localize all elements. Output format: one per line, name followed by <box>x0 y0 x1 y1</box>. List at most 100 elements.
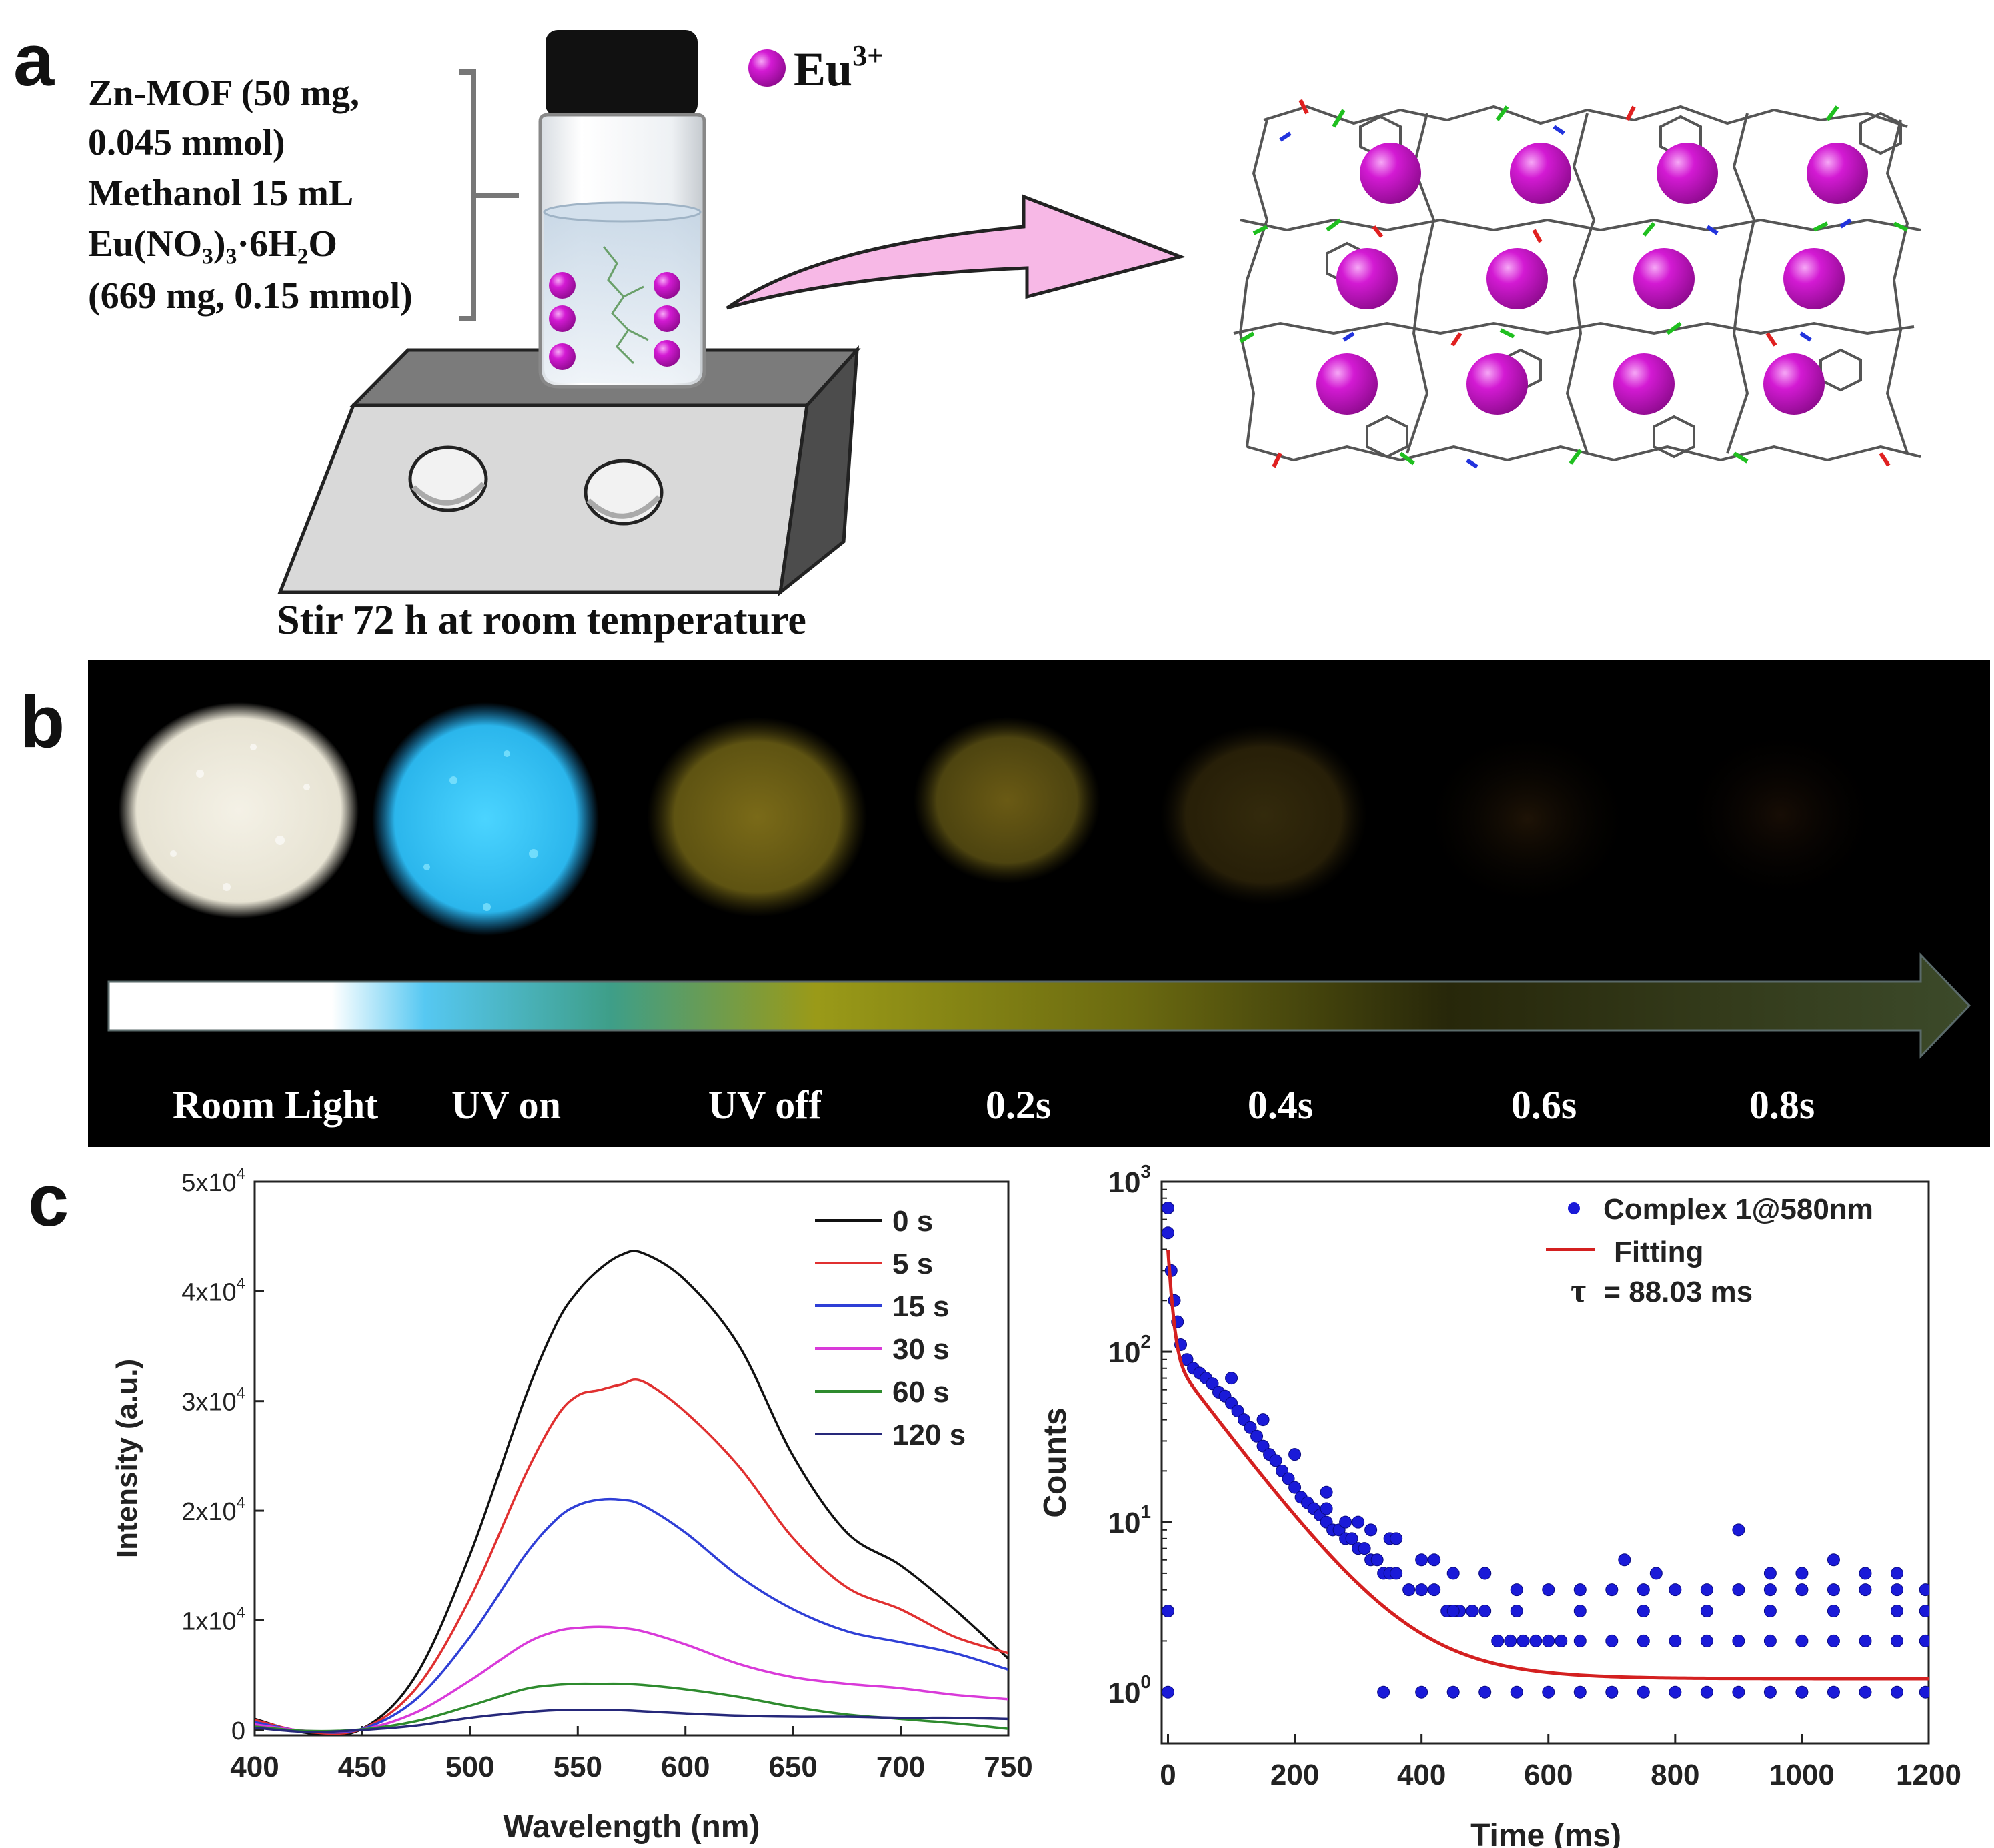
y-axis-label: Counts <box>1038 1407 1073 1517</box>
y-tick-label: 3x104 <box>181 1384 245 1417</box>
chart-legend: 0 s 5 s 15 s 30 s 60 s 120 s <box>815 1205 966 1451</box>
data-point <box>1795 1634 1809 1647</box>
stage-label-0-2s: 0.2s <box>986 1083 1051 1127</box>
x-tick-label: 1200 <box>1896 1759 1961 1791</box>
data-point <box>1288 1481 1302 1494</box>
data-point <box>1269 1454 1282 1467</box>
data-point <box>1390 1532 1403 1545</box>
x-tick-label: 1000 <box>1769 1759 1835 1791</box>
data-point <box>1649 1567 1663 1580</box>
chart-frame <box>253 1180 1010 1737</box>
data-point <box>1637 1605 1650 1618</box>
legend-label: 60 s <box>892 1376 950 1409</box>
data-point <box>1478 1605 1492 1618</box>
chart-legend: Complex 1@580nm Fitting τ = 88.03 ms <box>1546 1193 1873 1309</box>
ligand-sketch <box>602 246 649 365</box>
y-tick-label: 0 <box>231 1717 245 1745</box>
y-tick-label: 2x104 <box>181 1494 245 1526</box>
series-line <box>255 1497 1008 1734</box>
powder-uv-on <box>372 702 599 936</box>
data-point <box>1827 1685 1840 1699</box>
recipe-line-5: (669 mg, 0.15 mmol) <box>88 275 413 317</box>
data-point <box>1320 1485 1333 1499</box>
mof-sphere <box>1466 353 1528 415</box>
panel-a: a Zn-MOF (50 mg, 0.045 mmol) Methanol 15… <box>13 19 1921 643</box>
data-point <box>1859 1634 1872 1647</box>
chart-series <box>1162 1202 1929 1699</box>
panel-b: b Room Light UV on UV off 0.2s 0.4s 0.6s <box>20 660 1990 1147</box>
stage-label-0-4s: 0.4s <box>1248 1083 1313 1127</box>
eu-legend-label: Eu3+ <box>794 39 884 96</box>
data-point <box>1859 1567 1872 1580</box>
data-point <box>1446 1567 1460 1580</box>
data-point <box>1162 1202 1175 1215</box>
x-tick-label: 750 <box>984 1751 1032 1783</box>
data-point <box>1345 1532 1358 1545</box>
y-tick-label: 103 <box>1108 1161 1151 1199</box>
y-axis-label: Intensity (a.u.) <box>111 1359 143 1558</box>
data-point <box>1415 1553 1428 1567</box>
data-point <box>1358 1542 1371 1555</box>
x-tick-label: 800 <box>1651 1759 1699 1791</box>
data-point <box>1859 1583 1872 1597</box>
panel-label-b: b <box>20 681 65 763</box>
data-point <box>1370 1553 1384 1567</box>
recipe-text: Zn-MOF (50 mg, 0.045 mmol) Methanol 15 m… <box>88 73 413 317</box>
mof-sphere <box>1807 143 1868 204</box>
stage-label-room-light: Room Light <box>173 1083 378 1127</box>
x-tick-label: 500 <box>445 1751 494 1783</box>
data-point <box>1919 1685 1929 1699</box>
data-point <box>1890 1685 1903 1699</box>
recipe-line-4: Eu(NO₃)₃·6H₂O <box>88 223 337 265</box>
data-point <box>1517 1634 1530 1647</box>
reaction-vial <box>538 30 706 389</box>
x-tick-label: 600 <box>661 1751 710 1783</box>
data-point <box>1352 1515 1365 1529</box>
data-point <box>1402 1583 1416 1597</box>
x-tick-label: 550 <box>554 1751 602 1783</box>
series-line <box>255 1709 1008 1733</box>
legend-label: Complex 1@580nm <box>1603 1193 1873 1226</box>
data-point <box>1542 1685 1555 1699</box>
vial-sphere <box>654 272 680 299</box>
data-point <box>1415 1583 1428 1597</box>
x-tick-label: 400 <box>1397 1759 1446 1791</box>
data-point <box>1827 1605 1840 1618</box>
recipe-line-2: 0.045 mmol) <box>88 122 285 163</box>
stirrer-side <box>778 345 859 596</box>
powder-0-8s <box>1691 735 1871 895</box>
data-point <box>1529 1634 1543 1647</box>
mof-eu-spheres <box>1316 143 1868 415</box>
vial-sphere <box>654 340 680 367</box>
data-point <box>1510 1685 1523 1699</box>
series-line <box>255 1250 1008 1735</box>
stage-label-uv-off: UV off <box>708 1083 823 1127</box>
data-point <box>1919 1583 1929 1597</box>
data-point <box>1555 1634 1568 1647</box>
data-point <box>1510 1583 1523 1597</box>
data-point <box>1478 1685 1492 1699</box>
data-point <box>1669 1634 1682 1647</box>
y-tick-label: 101 <box>1108 1501 1151 1539</box>
y-tick-label: 102 <box>1108 1331 1151 1369</box>
data-point <box>1669 1583 1682 1597</box>
x-axis-label: Wavelength (nm) <box>504 1809 760 1845</box>
data-point <box>1732 1583 1745 1597</box>
data-point <box>1890 1567 1903 1580</box>
legend-label: 0 s <box>892 1205 933 1238</box>
panel-label-c: c <box>28 1160 69 1242</box>
y-tick-label: 5x104 <box>181 1165 245 1197</box>
data-point <box>1827 1583 1840 1597</box>
panel-a-caption: Stir 72 h at room temperature <box>277 598 806 643</box>
data-point <box>1700 1634 1713 1647</box>
data-point <box>1162 1685 1175 1699</box>
stage-labels: Room Light UV on UV off 0.2s 0.4s 0.6s 0… <box>173 1083 1815 1127</box>
data-point <box>1827 1553 1840 1567</box>
x-tick-label: 400 <box>230 1751 279 1783</box>
mof-sphere <box>1486 248 1548 309</box>
mof-sphere <box>1657 143 1718 204</box>
data-point <box>1605 1685 1619 1699</box>
data-point <box>1573 1634 1587 1647</box>
data-point <box>1669 1685 1682 1699</box>
